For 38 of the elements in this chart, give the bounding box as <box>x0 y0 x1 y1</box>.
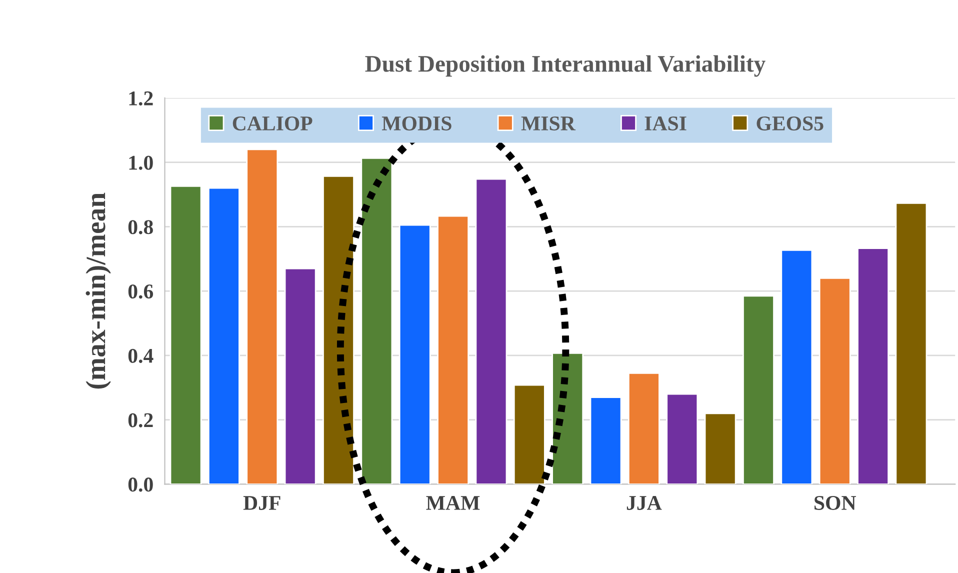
legend-label: GEOS5 <box>756 116 824 130</box>
bar <box>628 372 660 484</box>
bar <box>780 250 813 484</box>
bar <box>895 202 928 484</box>
bar <box>513 384 546 484</box>
bar <box>284 268 316 484</box>
y-tick-label: 1.2 <box>129 91 153 106</box>
legend-label: IASI <box>644 116 686 130</box>
bar <box>666 393 698 484</box>
y-axis-title: (max-min)/mean <box>86 192 111 389</box>
bar <box>857 248 890 484</box>
x-tick-label: JJA <box>626 496 662 510</box>
legend-label: MODIS <box>382 116 452 130</box>
x-tick-label: DJF <box>243 496 280 510</box>
bar <box>322 175 354 484</box>
bar <box>818 278 851 484</box>
bar <box>475 178 508 484</box>
bar <box>170 185 202 484</box>
y-tick-label: 0.8 <box>128 220 153 234</box>
bar <box>246 148 278 484</box>
legend-label: MISR <box>521 116 576 130</box>
bar <box>552 352 584 484</box>
bar <box>208 187 240 484</box>
bar <box>437 215 470 484</box>
bar <box>590 396 622 484</box>
y-tick-label: 0.0 <box>128 478 153 492</box>
legend-label: CALIOP <box>232 116 312 130</box>
bar <box>360 157 393 484</box>
bar <box>742 295 774 484</box>
bar <box>704 412 736 484</box>
x-tick-label: SON <box>814 496 856 510</box>
y-tick-label: 0.2 <box>128 413 153 428</box>
y-tick-label: 1.0 <box>129 156 153 170</box>
x-tick-label: MAM <box>426 496 480 510</box>
bar <box>398 224 431 484</box>
y-tick-label: 0.6 <box>128 284 154 299</box>
chart-title: Dust Deposition Interannual Variability <box>365 55 766 77</box>
y-tick-label: 0.4 <box>128 348 154 363</box>
